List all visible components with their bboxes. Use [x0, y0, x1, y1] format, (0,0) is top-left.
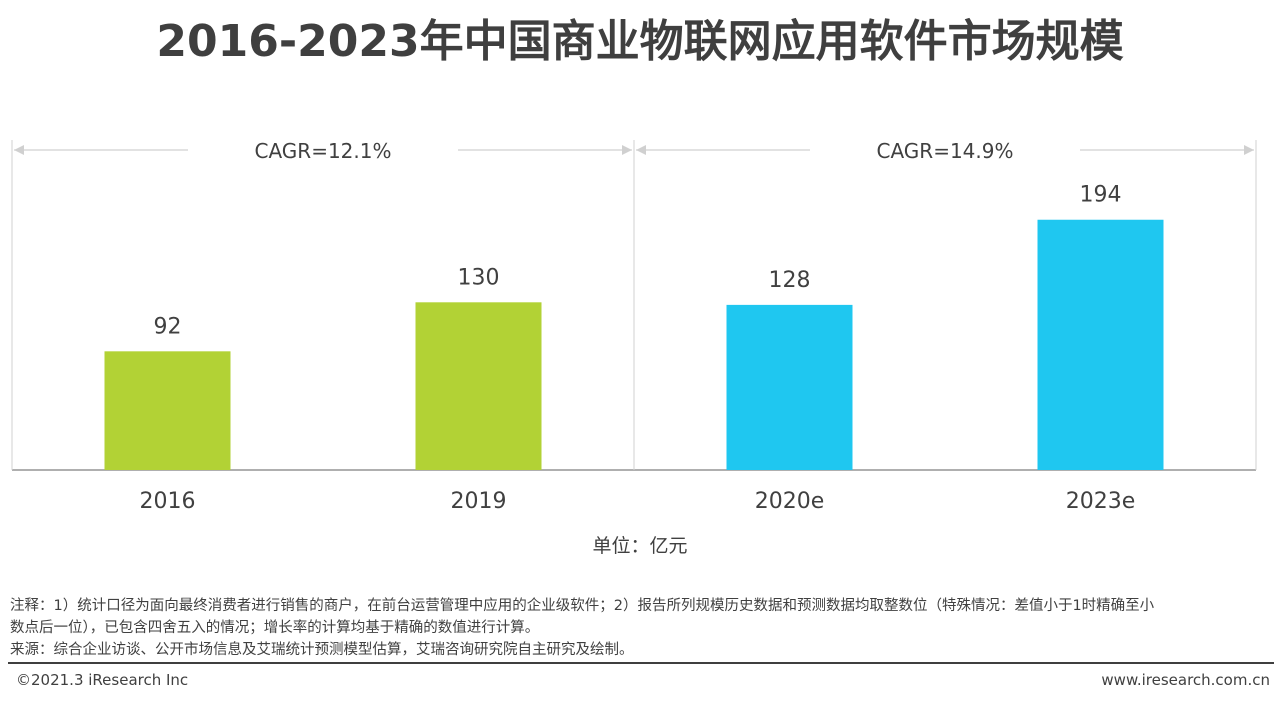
cagr-arrowhead: [1244, 145, 1254, 155]
bar: [726, 304, 853, 470]
category-label: 2020e: [755, 489, 825, 514]
note-line-1: 注释：1）统计口径为面向最终消费者进行销售的商户，在前台运营管理中应用的企业级软…: [10, 598, 1155, 614]
page-title: 2016-2023年中国商业物联网应用软件市场规模: [156, 16, 1124, 67]
source-line: 来源：综合企业访谈、公开市场信息及艾瑞统计预测模型估算，艾瑞咨询研究院自主研究及…: [10, 642, 634, 658]
website: www.iresearch.com.cn: [1101, 671, 1270, 689]
bar: [104, 351, 231, 470]
unit-label: 单位：亿元: [592, 535, 688, 557]
value-label: 194: [1080, 183, 1122, 208]
footer-divider: [8, 662, 1274, 664]
cagr-arrowhead: [14, 145, 24, 155]
cagr-label: CAGR=14.9%: [877, 139, 1014, 163]
cagr-arrowhead: [622, 145, 632, 155]
notes: 注释：1）统计口径为面向最终消费者进行销售的商户，在前台运营管理中应用的企业级软…: [10, 595, 1272, 661]
category-label: 2019: [451, 489, 507, 514]
value-label: 128: [769, 268, 811, 293]
bar: [415, 302, 542, 470]
copyright: ©2021.3 iResearch Inc: [16, 671, 189, 689]
bar: [1037, 219, 1164, 470]
category-label: 2023e: [1066, 489, 1136, 514]
cagr-arrowhead: [636, 145, 646, 155]
value-label: 130: [458, 265, 500, 290]
category-label: 2016: [140, 489, 196, 514]
bar-chart: 92 2016 130 2019 128 2020e 194 2023e CAGR=12.1% C…: [11, 139, 1257, 514]
cagr-label: CAGR=12.1%: [255, 139, 392, 163]
value-label: 92: [154, 314, 182, 339]
note-line-2: 数点后一位），已包含四舍五入的情况；增长率的计算均基于精确的数值进行计算。: [10, 620, 540, 636]
